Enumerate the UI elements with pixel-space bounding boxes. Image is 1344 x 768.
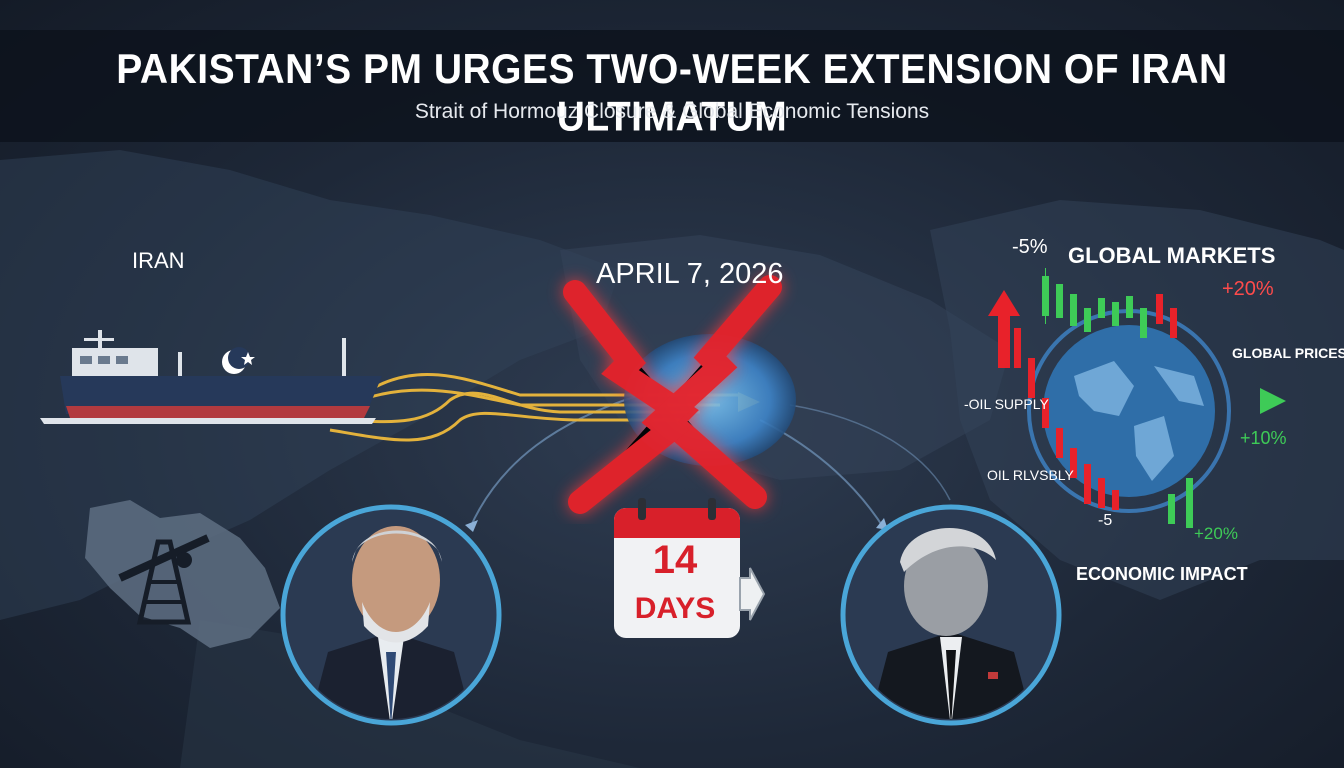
candlestick-chart [1014,268,1193,528]
market-change-badge: -5% [1012,236,1048,258]
iran-map-silhouette [85,500,280,648]
oil-supply-label-2: OIL RLVSBLY [987,467,1074,483]
subheadline: Strait of Hormouz Closure & Global Econo… [414,100,930,123]
markets-title: GLOBAL MARKETS [1068,243,1276,268]
connector-globe [789,404,951,501]
arrow-up-icon [988,290,1020,368]
market-change-badge: +20% [1194,524,1238,543]
region-label-iran: IRAN [132,248,185,273]
oil-supply-label: -OIL SUPPLY [964,396,1049,412]
market-change-badge: -5 [1098,512,1113,529]
red-x-icon [563,275,782,514]
globe-icon [1027,309,1231,513]
cargo-ship-icon [40,330,382,424]
header-banner: PAKISTAN’S PM URGES TWO-WEEK EXTENSION O… [0,30,1344,142]
portrait-left [280,504,502,726]
deadline-date: APRIL 7, 2026 [596,258,784,290]
play-arrow-icon [1260,388,1286,414]
market-change-badge: +10% [1240,428,1287,448]
calendar-icon [614,498,766,638]
portrait-right [840,504,1062,726]
calendar-number: 14 [652,538,698,582]
economic-impact-label: ECONOMIC IMPACT [1076,564,1248,584]
headline: PAKISTAN’S PM URGES TWO-WEEK EXTENSION O… [116,46,1228,141]
calendar-unit: DAYS [634,592,716,625]
market-change-badge: +20% [1222,278,1274,300]
oil-derrick-icon [118,534,210,625]
global-prices-label: GLOBAL PRICES [1232,345,1344,361]
